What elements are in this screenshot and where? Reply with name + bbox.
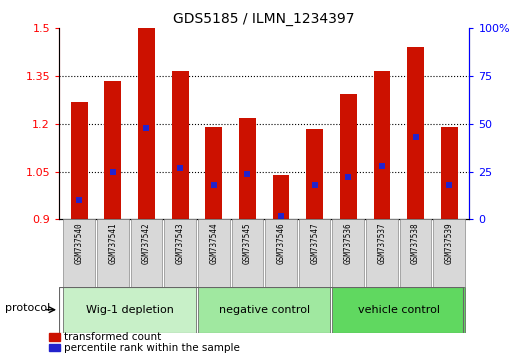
Point: [378, 163, 386, 169]
Point: [445, 182, 453, 188]
Bar: [131, 219, 162, 287]
Text: transformed count: transformed count: [64, 332, 161, 342]
Text: GSM737537: GSM737537: [378, 223, 386, 264]
Point: [243, 171, 251, 176]
Text: percentile rank within the sample: percentile rank within the sample: [64, 343, 240, 353]
Text: GSM737547: GSM737547: [310, 223, 319, 264]
Bar: [172, 72, 188, 219]
Text: Wig-1 depletion: Wig-1 depletion: [86, 305, 173, 315]
Point: [109, 169, 117, 175]
Text: GSM737543: GSM737543: [175, 223, 185, 264]
Bar: [433, 219, 465, 287]
Text: GSM737545: GSM737545: [243, 223, 252, 264]
Text: vehicle control: vehicle control: [358, 305, 440, 315]
Bar: [332, 287, 465, 333]
Point: [210, 182, 218, 188]
Text: GSM737542: GSM737542: [142, 223, 151, 264]
Bar: [64, 219, 95, 287]
Text: GSM737540: GSM737540: [75, 223, 84, 264]
Bar: [441, 127, 458, 219]
Bar: [306, 129, 323, 219]
Bar: [400, 219, 431, 287]
Bar: [198, 287, 330, 333]
Bar: [49, 344, 60, 351]
Bar: [205, 127, 222, 219]
Bar: [231, 219, 263, 287]
Text: protocol: protocol: [5, 303, 50, 313]
Point: [75, 198, 83, 203]
Bar: [299, 219, 330, 287]
Bar: [332, 219, 364, 287]
Point: [310, 182, 319, 188]
Text: GSM737544: GSM737544: [209, 223, 218, 264]
Bar: [164, 219, 196, 287]
Text: negative control: negative control: [219, 305, 310, 315]
Text: GSM737541: GSM737541: [108, 223, 117, 264]
Bar: [373, 72, 390, 219]
Bar: [64, 287, 196, 333]
Bar: [265, 219, 297, 287]
Bar: [97, 219, 129, 287]
Text: GSM737538: GSM737538: [411, 223, 420, 264]
Text: GSM737546: GSM737546: [277, 223, 286, 264]
Point: [176, 165, 184, 171]
Text: GSM737539: GSM737539: [445, 223, 453, 264]
Bar: [340, 94, 357, 219]
Bar: [49, 333, 60, 341]
Point: [344, 175, 352, 180]
Bar: [407, 47, 424, 219]
Point: [277, 213, 285, 218]
Bar: [71, 102, 88, 219]
Bar: [198, 219, 229, 287]
Point: [411, 135, 420, 140]
Text: GSM737536: GSM737536: [344, 223, 353, 264]
Title: GDS5185 / ILMN_1234397: GDS5185 / ILMN_1234397: [173, 12, 355, 26]
Bar: [239, 118, 256, 219]
Bar: [272, 175, 289, 219]
Bar: [138, 28, 155, 219]
Bar: [105, 81, 121, 219]
Point: [142, 125, 150, 131]
Bar: [366, 219, 398, 287]
